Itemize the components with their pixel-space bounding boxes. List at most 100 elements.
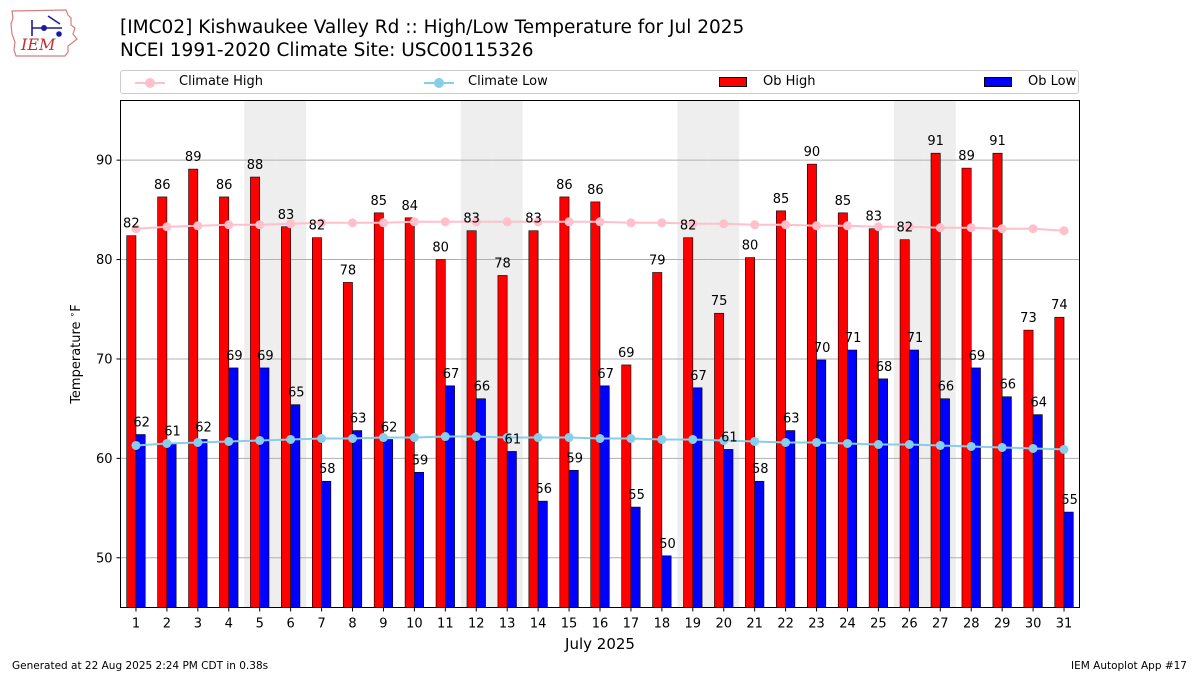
climate-low-point	[657, 434, 667, 444]
legend-label: Ob Low	[1028, 74, 1077, 89]
ob-low-value-label: 70	[814, 341, 831, 356]
ob-high-value-label: 90	[804, 145, 821, 160]
ob-low-bar	[1032, 414, 1043, 608]
ob-low-value-label: 65	[288, 386, 305, 401]
ob-low-value-label: 69	[257, 349, 274, 364]
ob-high-value-label: 84	[401, 199, 418, 214]
climate-low-point	[378, 433, 388, 443]
ob-high-bar	[776, 210, 786, 608]
ob-high-bar	[899, 239, 910, 608]
climate-high-point	[378, 218, 388, 228]
legend-label: Ob High	[763, 74, 816, 89]
ob-high-value-label: 83	[278, 208, 295, 223]
x-tick-label: 17	[623, 617, 640, 632]
climate-high-point	[193, 221, 203, 231]
climate-low-point	[595, 434, 605, 443]
chart-subtitle: NCEI 1991-2020 Climate Site: USC00115326	[120, 40, 534, 61]
ob-low-bar	[414, 471, 424, 608]
ob-high-value-label: 89	[958, 149, 975, 164]
ob-low-bar	[506, 451, 517, 608]
climate-low-point	[997, 442, 1007, 452]
x-tick-label: 21	[746, 617, 763, 632]
climate-low-point	[440, 432, 450, 442]
x-tick-label: 26	[901, 617, 918, 632]
ob-high-value-label: 85	[835, 194, 852, 209]
ob-low-value-label: 71	[845, 331, 862, 346]
climate-low-point	[750, 436, 760, 446]
ob-low-bar	[321, 480, 332, 608]
climate-lines	[131, 217, 1069, 454]
ob-low-value-label: 71	[907, 331, 924, 346]
ob-high-bar	[342, 282, 353, 608]
climate-high-point	[595, 217, 605, 227]
x-tick-label: 8	[348, 617, 356, 632]
iem-logo: IEM	[10, 9, 78, 57]
ob-high-value-label: 80	[432, 241, 449, 256]
x-tick-label: 15	[561, 617, 578, 632]
climate-high-point	[471, 217, 481, 227]
x-tick-label: 30	[1025, 617, 1042, 632]
ob-high-bar	[466, 230, 477, 608]
x-tick-label: 27	[932, 617, 949, 632]
ob-low-bar	[599, 385, 610, 608]
climate-low-point	[688, 434, 698, 444]
generated-timestamp: Generated at 22 Aug 2025 2:24 PM CDT in …	[12, 660, 269, 672]
ob-high-value-label: 82	[680, 219, 697, 234]
ob-high-value-label: 79	[649, 253, 666, 268]
chart-title: [IMC02] Kishwaukee Valley Rd :: High/Low…	[120, 17, 745, 38]
ob-low-bar	[445, 385, 455, 608]
climate-high-point	[657, 218, 667, 228]
ob-high-bar	[281, 226, 291, 608]
ob-low-bar	[228, 367, 239, 608]
ob-high-value-label: 78	[494, 256, 511, 271]
ob-high-value-label: 86	[587, 183, 604, 198]
x-tick-label: 13	[499, 617, 516, 632]
ob-high-bar	[868, 228, 879, 608]
x-tick-label: 14	[530, 617, 547, 632]
y-tick-label: 80	[96, 253, 113, 268]
ob-low-bar	[909, 349, 919, 608]
iowa-state-outline	[10, 9, 78, 57]
ob-high-bar	[157, 196, 168, 608]
climate-high-point	[255, 220, 265, 230]
ob-low-bar	[692, 387, 703, 608]
ob-high-bar	[961, 167, 972, 608]
y-axis-label: Temperature ∘F	[68, 304, 84, 405]
x-tick-label: 25	[870, 617, 887, 632]
unit-letter: F	[69, 304, 84, 311]
climate-low-point	[873, 439, 883, 449]
climate-high-point	[440, 217, 450, 227]
climate-low-point	[626, 434, 636, 443]
y-tick-label: 50	[96, 551, 113, 566]
ob-high-bar	[250, 176, 261, 608]
x-tick-label: 16	[592, 617, 609, 632]
ob-low-value-label: 55	[1061, 493, 1078, 508]
climate-low-point	[842, 438, 852, 448]
ob-low-value-label: 69	[969, 349, 986, 364]
ob-high-value-label: 85	[371, 194, 388, 209]
ob-low-value-label: 63	[350, 412, 367, 427]
ob-low-value-label: 69	[226, 349, 243, 364]
ob-low-bar	[816, 359, 827, 608]
ob-low-value-label: 55	[628, 488, 645, 503]
ob-low-value-label: 66	[938, 380, 955, 395]
climate-high-point	[750, 220, 760, 230]
climate-high-point	[904, 222, 914, 232]
climate-high-point	[1028, 224, 1038, 234]
ob-high-value-label: 74	[1051, 298, 1068, 313]
x-tick-label: 23	[808, 617, 825, 632]
degree-symbol: ∘	[68, 312, 78, 318]
ob-high-value-label: 75	[711, 294, 728, 309]
ob-low-value-label: 61	[505, 432, 522, 447]
climate-low-point	[904, 439, 914, 449]
climate-low-point	[255, 435, 265, 445]
ob-low-value-label: 66	[1000, 378, 1017, 393]
y-tick-label: 90	[96, 154, 113, 169]
climate-low-point	[719, 435, 729, 445]
ob-low-bar	[166, 443, 177, 608]
ob-low-bar	[723, 449, 734, 608]
x-tick-label: 20	[715, 617, 732, 632]
climate-low-point	[193, 437, 203, 447]
climate-high-point	[719, 219, 729, 229]
ob-high-bar	[1023, 329, 1034, 608]
